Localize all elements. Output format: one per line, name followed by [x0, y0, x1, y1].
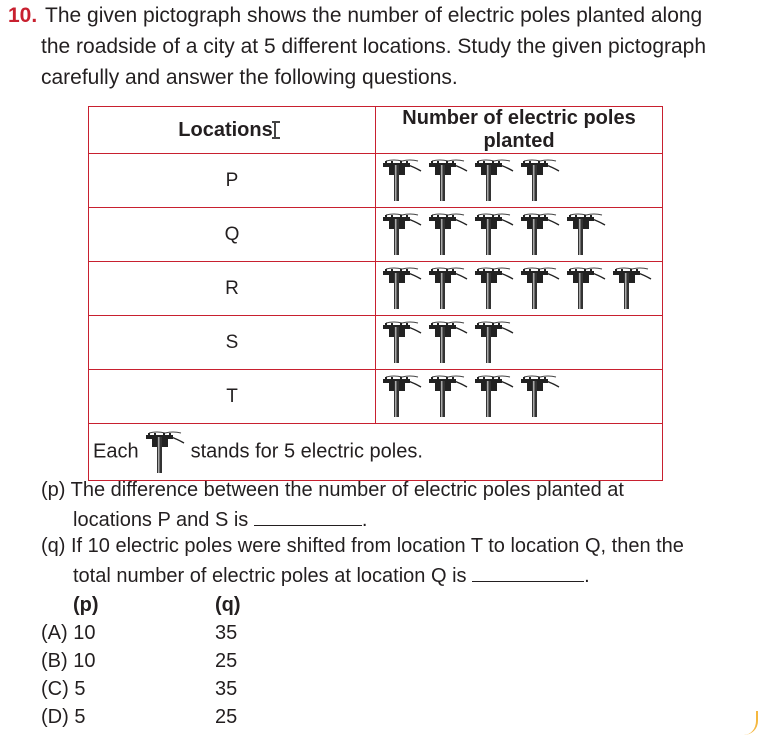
- key-prefix: Each: [93, 440, 139, 463]
- electric-pole-icon: [474, 374, 514, 418]
- answer-blank-q: [472, 563, 585, 582]
- pictograph-row: T: [88, 369, 663, 424]
- location-label: T: [88, 369, 376, 424]
- pole-icons-cell: [375, 207, 663, 262]
- pictograph-row: S: [88, 315, 663, 370]
- option-label: (C) 5: [41, 678, 86, 700]
- electric-pole-icon: [382, 158, 422, 202]
- pole-icons-cell: [375, 153, 663, 208]
- option-label: (D) 5: [41, 706, 86, 728]
- electric-pole-icon: [382, 266, 422, 310]
- electric-pole-icon: [382, 374, 422, 418]
- option-q-value: 35: [215, 678, 238, 700]
- pictograph-table: Locations Number of electric poles plant…: [88, 106, 663, 481]
- location-label: Q: [88, 207, 376, 262]
- electric-pole-icon: [382, 320, 422, 364]
- subq-q-line-1: (q) If 10 electric poles were shifted fr…: [41, 535, 684, 557]
- electric-pole-icon: [474, 266, 514, 310]
- electric-pole-icon: [520, 158, 560, 202]
- location-label: R: [88, 261, 376, 316]
- location-label: S: [88, 315, 376, 370]
- option-label: (A) 10: [41, 622, 96, 644]
- electric-pole-icon: [612, 266, 652, 310]
- locations-header: Locations: [88, 106, 376, 154]
- pictograph-row: Q: [88, 207, 663, 262]
- pictograph-row: P: [88, 153, 663, 208]
- electric-pole-icon: [566, 266, 606, 310]
- option-q-value: 35: [215, 622, 238, 644]
- subq-p-line-1: (p) The difference between the number of…: [41, 479, 624, 501]
- count-header: Number of electric poles planted: [375, 106, 663, 154]
- pole-icons-cell: [375, 261, 663, 316]
- question-number: 10.: [8, 4, 38, 27]
- electric-pole-icon: [520, 374, 560, 418]
- option-q-value: 25: [215, 706, 238, 728]
- pictograph-key: Each stands for 5 electric poles.: [88, 423, 663, 481]
- options-header-q: (q): [215, 594, 241, 616]
- question-text-line-3: carefully and answer the following quest…: [41, 66, 458, 89]
- pole-icons-cell: [375, 369, 663, 424]
- electric-pole-icon: [520, 266, 560, 310]
- option-q-value: 25: [215, 650, 238, 672]
- electric-pole-icon: [428, 374, 468, 418]
- question-text-line-2: the roadside of a city at 5 different lo…: [41, 35, 707, 58]
- electric-pole-icon: [428, 320, 468, 364]
- electric-pole-icon: [566, 212, 606, 256]
- electric-pole-icon: [428, 266, 468, 310]
- electric-pole-icon: [145, 430, 185, 474]
- electric-pole-icon: [474, 158, 514, 202]
- location-label: P: [88, 153, 376, 208]
- subq-q-line-2: total number of electric poles at locati…: [73, 563, 590, 587]
- page-corner-decoration: [742, 711, 758, 735]
- subq-p-line-2: locations P and S is .: [73, 507, 368, 531]
- answer-blank-p: [253, 507, 362, 526]
- electric-pole-icon: [474, 212, 514, 256]
- electric-pole-icon: [520, 212, 560, 256]
- electric-pole-icon: [382, 212, 422, 256]
- electric-pole-icon: [474, 320, 514, 364]
- options-header-p: (p): [73, 594, 99, 616]
- option-label: (B) 10: [41, 650, 96, 672]
- pictograph-row: R: [88, 261, 663, 316]
- pole-icons-cell: [375, 315, 663, 370]
- key-suffix: stands for 5 electric poles.: [190, 440, 423, 463]
- question-text-line-1: The given pictograph shows the number of…: [45, 4, 703, 27]
- electric-pole-icon: [428, 212, 468, 256]
- electric-pole-icon: [428, 158, 468, 202]
- text-cursor-icon: [271, 121, 286, 140]
